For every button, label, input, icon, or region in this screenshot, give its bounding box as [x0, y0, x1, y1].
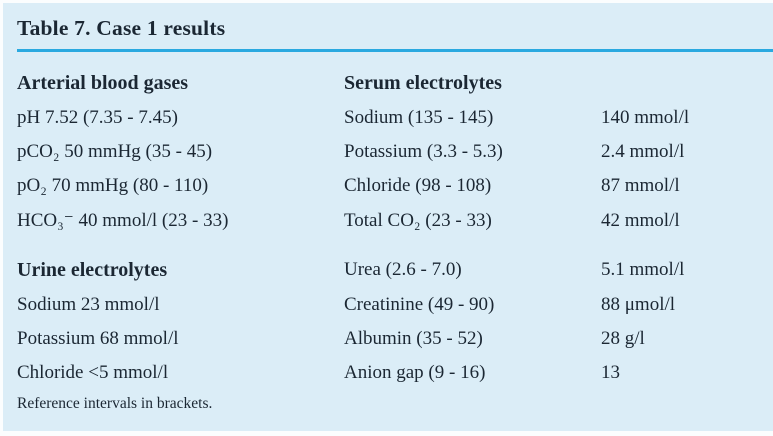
table-row: Urine electrolytes Urea (2.6 - 7.0) 5.1 … — [17, 253, 773, 287]
value-anion-gap: 13 — [601, 362, 620, 384]
section-header-arterial-blood-gases: Arterial blood gases — [17, 71, 189, 94]
results-table-panel: Table 7. Case 1 results Arterial blood g… — [3, 3, 773, 431]
table-row: Potassium 68 mmol/l Albumin (35 - 52) 28… — [17, 322, 773, 356]
label-potassium-serum: Potassium (3.3 - 5.3) — [344, 140, 503, 162]
value-total-co2: 42 mmol/l — [601, 209, 680, 231]
label-anion-gap: Anion gap (9 - 16) — [344, 362, 486, 384]
table-row: HCO₃⁻ 40 mmol/l (23 - 33) Total CO₂ (23 … — [17, 204, 773, 238]
value-potassium-serum: 2.4 mmol/l — [601, 140, 685, 162]
section-header-urine-electrolytes: Urine electrolytes — [17, 258, 168, 281]
value-albumin: 28 g/l — [601, 327, 645, 349]
label-pco2: pCO₂ 50 mmHg (35 - 45) — [17, 140, 213, 162]
label-sodium-urine: Sodium 23 mmol/l — [17, 293, 160, 315]
label-chloride-serum: Chloride (98 - 108) — [344, 175, 492, 197]
label-total-co2: Total CO₂ (23 - 33) — [344, 209, 492, 231]
label-hco3: HCO₃⁻ 40 mmol/l (23 - 33) — [17, 210, 229, 232]
table-row: pO₂ 70 mmHg (80 - 110) Chloride (98 - 10… — [17, 169, 773, 203]
table-body: Arterial blood gases Serum electrolytes … — [17, 66, 773, 391]
label-sodium-serum: Sodium (135 - 145) — [344, 106, 494, 128]
table-row: pH 7.52 (7.35 - 7.45) Sodium (135 - 145)… — [17, 100, 773, 134]
label-chloride-urine: Chloride <5 mmol/l — [17, 362, 169, 384]
value-chloride-serum: 87 mmol/l — [601, 175, 680, 197]
value-sodium-serum: 140 mmol/l — [601, 106, 690, 128]
section-header-serum-electrolytes: Serum electrolytes — [344, 71, 502, 94]
table-title: Table 7. Case 1 results — [17, 16, 226, 40]
label-albumin: Albumin (35 - 52) — [344, 327, 483, 349]
table-row: Chloride <5 mmol/l Anion gap (9 - 16) 13 — [17, 356, 773, 390]
table-row: Sodium 23 mmol/l Creatinine (49 - 90) 88… — [17, 287, 773, 321]
label-ph: pH 7.52 (7.35 - 7.45) — [17, 106, 178, 128]
table-row: Arterial blood gases Serum electrolytes — [17, 66, 773, 100]
table-footnote: Reference intervals in brackets. — [17, 394, 213, 412]
table-row: pCO₂ 50 mmHg (35 - 45) Potassium (3.3 - … — [17, 135, 773, 169]
title-rule — [17, 49, 773, 52]
value-creatinine: 88 μmol/l — [601, 293, 676, 315]
label-po2: pO₂ 70 mmHg (80 - 110) — [17, 175, 209, 197]
label-creatinine: Creatinine (49 - 90) — [344, 293, 495, 315]
label-urea: Urea (2.6 - 7.0) — [344, 259, 462, 281]
label-potassium-urine: Potassium 68 mmol/l — [17, 327, 179, 349]
value-urea: 5.1 mmol/l — [601, 259, 685, 281]
